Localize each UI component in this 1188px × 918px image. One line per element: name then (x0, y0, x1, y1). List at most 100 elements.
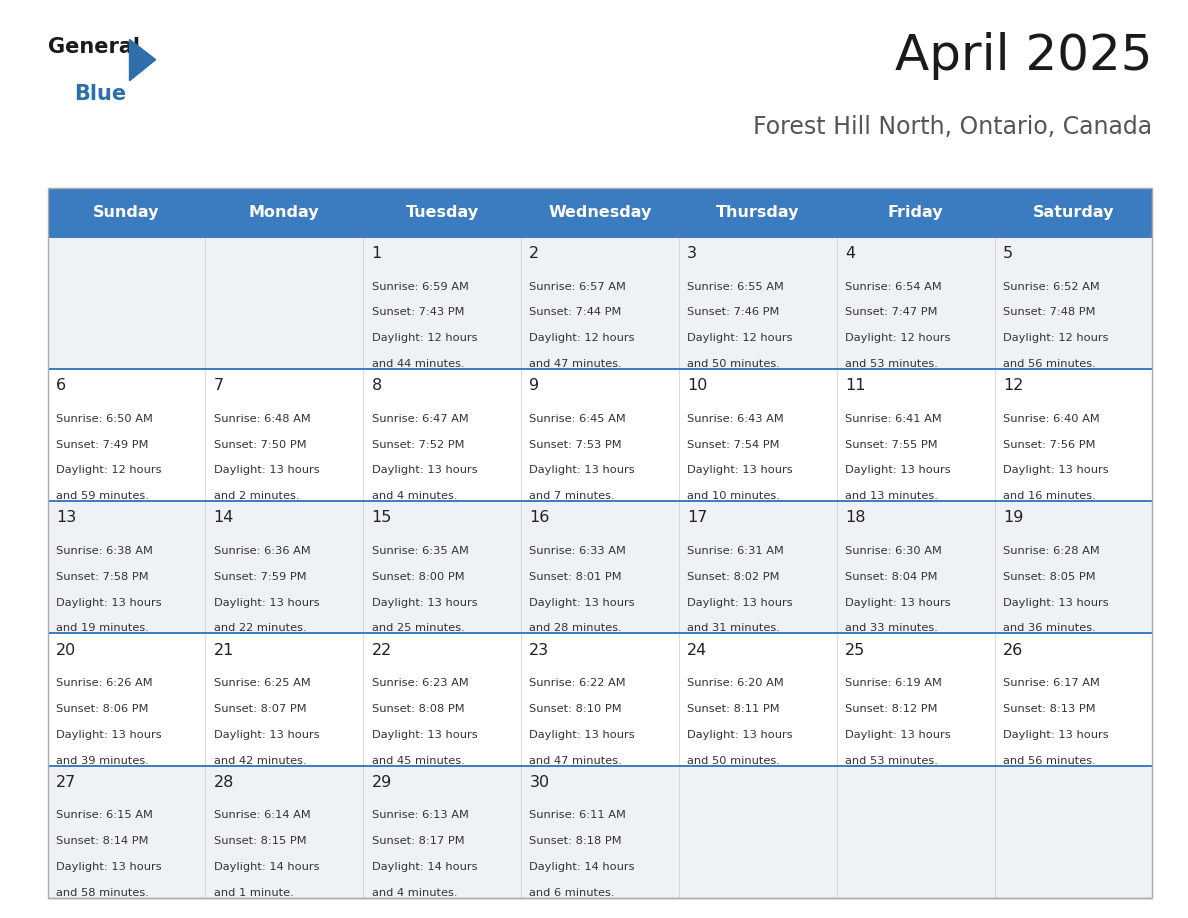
Text: and 4 minutes.: and 4 minutes. (372, 888, 457, 898)
FancyBboxPatch shape (48, 766, 1152, 898)
Text: and 16 minutes.: and 16 minutes. (1003, 491, 1095, 501)
Text: Sunrise: 6:47 AM: Sunrise: 6:47 AM (372, 414, 468, 424)
Text: Daylight: 13 hours: Daylight: 13 hours (845, 730, 950, 740)
Text: Daylight: 13 hours: Daylight: 13 hours (372, 598, 478, 608)
Text: Sunset: 7:50 PM: Sunset: 7:50 PM (214, 440, 307, 450)
Text: Sunrise: 6:15 AM: Sunrise: 6:15 AM (56, 811, 153, 821)
Text: Sunrise: 6:25 AM: Sunrise: 6:25 AM (214, 678, 310, 688)
Text: 17: 17 (687, 510, 708, 525)
Text: Daylight: 13 hours: Daylight: 13 hours (214, 465, 320, 476)
Text: Sunset: 7:58 PM: Sunset: 7:58 PM (56, 572, 148, 582)
Text: and 7 minutes.: and 7 minutes. (530, 491, 615, 501)
Text: 29: 29 (372, 775, 392, 789)
Text: and 6 minutes.: and 6 minutes. (530, 888, 615, 898)
Text: Sunset: 8:06 PM: Sunset: 8:06 PM (56, 704, 148, 714)
Text: 30: 30 (530, 775, 550, 789)
Text: 3: 3 (687, 246, 697, 261)
Text: and 36 minutes.: and 36 minutes. (1003, 623, 1095, 633)
FancyBboxPatch shape (48, 237, 1152, 369)
Text: Sunset: 8:17 PM: Sunset: 8:17 PM (372, 836, 465, 846)
Text: 7: 7 (214, 378, 223, 393)
FancyBboxPatch shape (48, 501, 1152, 633)
Text: and 56 minutes.: and 56 minutes. (1003, 359, 1095, 369)
Text: and 4 minutes.: and 4 minutes. (372, 491, 457, 501)
Text: Sunset: 7:49 PM: Sunset: 7:49 PM (56, 440, 148, 450)
Text: Tuesday: Tuesday (405, 205, 479, 220)
Text: and 10 minutes.: and 10 minutes. (687, 491, 781, 501)
Text: Daylight: 13 hours: Daylight: 13 hours (214, 598, 320, 608)
Text: Sunset: 8:10 PM: Sunset: 8:10 PM (530, 704, 623, 714)
Text: Sunset: 7:52 PM: Sunset: 7:52 PM (372, 440, 465, 450)
Text: Sunrise: 6:22 AM: Sunrise: 6:22 AM (530, 678, 626, 688)
Text: 9: 9 (530, 378, 539, 393)
Text: Daylight: 13 hours: Daylight: 13 hours (530, 598, 634, 608)
Text: Sunrise: 6:11 AM: Sunrise: 6:11 AM (530, 811, 626, 821)
Text: 15: 15 (372, 510, 392, 525)
Text: Daylight: 12 hours: Daylight: 12 hours (530, 333, 634, 343)
Text: Wednesday: Wednesday (548, 205, 652, 220)
Text: 13: 13 (56, 510, 76, 525)
Text: Sunrise: 6:50 AM: Sunrise: 6:50 AM (56, 414, 153, 424)
Text: Daylight: 13 hours: Daylight: 13 hours (214, 730, 320, 740)
FancyBboxPatch shape (48, 188, 1152, 237)
Text: Sunset: 8:01 PM: Sunset: 8:01 PM (530, 572, 623, 582)
FancyBboxPatch shape (48, 633, 1152, 766)
Text: Daylight: 13 hours: Daylight: 13 hours (56, 730, 162, 740)
Text: and 50 minutes.: and 50 minutes. (687, 756, 781, 766)
Text: 25: 25 (845, 643, 865, 657)
Text: Daylight: 13 hours: Daylight: 13 hours (1003, 598, 1108, 608)
Text: Daylight: 12 hours: Daylight: 12 hours (687, 333, 792, 343)
Text: and 42 minutes.: and 42 minutes. (214, 756, 307, 766)
Text: 14: 14 (214, 510, 234, 525)
Text: Sunrise: 6:17 AM: Sunrise: 6:17 AM (1003, 678, 1100, 688)
Text: Sunrise: 6:43 AM: Sunrise: 6:43 AM (687, 414, 784, 424)
Text: Thursday: Thursday (716, 205, 800, 220)
Text: Daylight: 13 hours: Daylight: 13 hours (372, 730, 478, 740)
Text: Sunset: 8:07 PM: Sunset: 8:07 PM (214, 704, 307, 714)
Text: and 2 minutes.: and 2 minutes. (214, 491, 299, 501)
Text: Daylight: 13 hours: Daylight: 13 hours (530, 465, 634, 476)
Text: Sunrise: 6:26 AM: Sunrise: 6:26 AM (56, 678, 152, 688)
Text: 1: 1 (372, 246, 381, 261)
Text: and 53 minutes.: and 53 minutes. (845, 359, 937, 369)
Text: Daylight: 13 hours: Daylight: 13 hours (1003, 465, 1108, 476)
Text: Sunset: 8:14 PM: Sunset: 8:14 PM (56, 836, 148, 846)
Text: Saturday: Saturday (1032, 205, 1114, 220)
Text: Sunset: 8:08 PM: Sunset: 8:08 PM (372, 704, 465, 714)
Text: Daylight: 12 hours: Daylight: 12 hours (845, 333, 950, 343)
Polygon shape (129, 39, 156, 81)
Text: 12: 12 (1003, 378, 1023, 393)
Text: and 22 minutes.: and 22 minutes. (214, 623, 307, 633)
Text: Sunset: 8:11 PM: Sunset: 8:11 PM (687, 704, 779, 714)
FancyBboxPatch shape (48, 369, 1152, 501)
Text: 10: 10 (687, 378, 708, 393)
Text: 16: 16 (530, 510, 550, 525)
Text: and 56 minutes.: and 56 minutes. (1003, 756, 1095, 766)
Text: and 59 minutes.: and 59 minutes. (56, 491, 148, 501)
Text: 2: 2 (530, 246, 539, 261)
Text: Daylight: 13 hours: Daylight: 13 hours (687, 730, 792, 740)
Text: Sunrise: 6:30 AM: Sunrise: 6:30 AM (845, 546, 942, 556)
Text: General: General (48, 37, 139, 57)
Text: Sunday: Sunday (93, 205, 159, 220)
Text: Sunset: 8:04 PM: Sunset: 8:04 PM (845, 572, 937, 582)
Text: and 47 minutes.: and 47 minutes. (530, 756, 623, 766)
Text: 23: 23 (530, 643, 550, 657)
Text: Daylight: 12 hours: Daylight: 12 hours (372, 333, 478, 343)
Text: 28: 28 (214, 775, 234, 789)
Text: Daylight: 13 hours: Daylight: 13 hours (687, 465, 792, 476)
Text: Sunset: 7:55 PM: Sunset: 7:55 PM (845, 440, 937, 450)
Text: Sunrise: 6:23 AM: Sunrise: 6:23 AM (372, 678, 468, 688)
Text: Forest Hill North, Ontario, Canada: Forest Hill North, Ontario, Canada (753, 115, 1152, 139)
Text: Sunrise: 6:59 AM: Sunrise: 6:59 AM (372, 282, 468, 292)
Text: Sunrise: 6:13 AM: Sunrise: 6:13 AM (372, 811, 468, 821)
Text: Daylight: 14 hours: Daylight: 14 hours (214, 862, 320, 872)
Text: Sunset: 8:18 PM: Sunset: 8:18 PM (530, 836, 623, 846)
Text: Sunrise: 6:20 AM: Sunrise: 6:20 AM (687, 678, 784, 688)
Text: 27: 27 (56, 775, 76, 789)
Text: Sunrise: 6:28 AM: Sunrise: 6:28 AM (1003, 546, 1100, 556)
Text: Sunrise: 6:14 AM: Sunrise: 6:14 AM (214, 811, 310, 821)
Text: 21: 21 (214, 643, 234, 657)
Text: Sunset: 7:53 PM: Sunset: 7:53 PM (530, 440, 623, 450)
Text: and 28 minutes.: and 28 minutes. (530, 623, 623, 633)
